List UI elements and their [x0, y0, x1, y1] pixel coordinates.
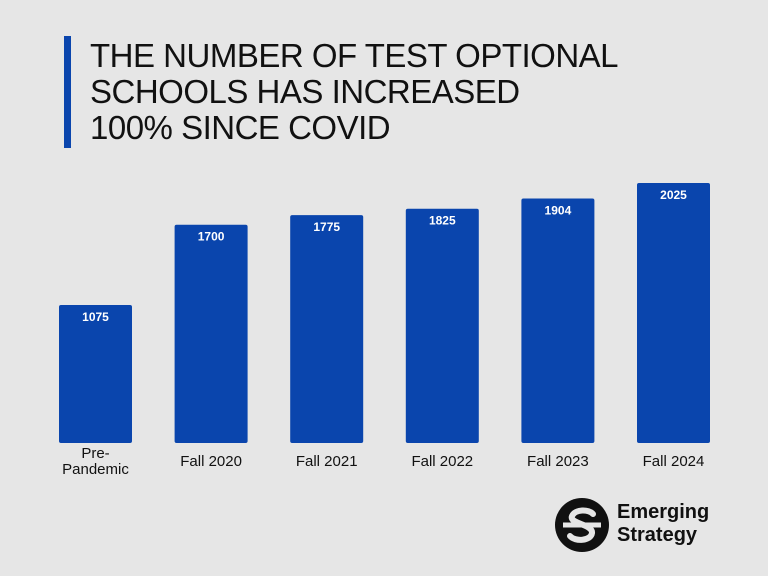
bar: [637, 183, 710, 443]
category-label: Fall 2022: [411, 453, 473, 470]
bar: [59, 305, 132, 443]
bar: [521, 198, 595, 443]
category-label: Pre-Pandemic: [62, 445, 129, 478]
logo-wordmark: Emerging Strategy: [617, 501, 709, 547]
bar-value-label: 1075: [82, 310, 109, 324]
category-label: Fall 2023: [527, 453, 589, 470]
emerging-strategy-logo: Emerging Strategy: [555, 498, 755, 552]
logo-line-1: Emerging: [617, 501, 710, 523]
logo-line-2: Strategy: [617, 524, 698, 546]
bar-value-label: 2025: [660, 188, 687, 202]
chart-title: THE NUMBER OF TEST OPTIONAL SCHOOLS HAS …: [90, 37, 619, 146]
bar-value-label: 1775: [313, 220, 340, 234]
category-label: Fall 2021: [296, 453, 358, 470]
category-label: Fall 2024: [643, 453, 705, 470]
bar-value-label: 1825: [429, 214, 456, 228]
bar-value-label: 1904: [545, 204, 572, 218]
title-accent-bar: [64, 36, 71, 148]
bar: [174, 224, 248, 443]
category-label: Fall 2020: [180, 453, 242, 470]
bar-value-label: 1700: [198, 230, 225, 244]
title-block: THE NUMBER OF TEST OPTIONAL SCHOOLS HAS …: [64, 36, 704, 148]
emerging-strategy-logo-icon: [555, 498, 609, 552]
bar: [405, 208, 479, 443]
bar: [290, 215, 364, 443]
